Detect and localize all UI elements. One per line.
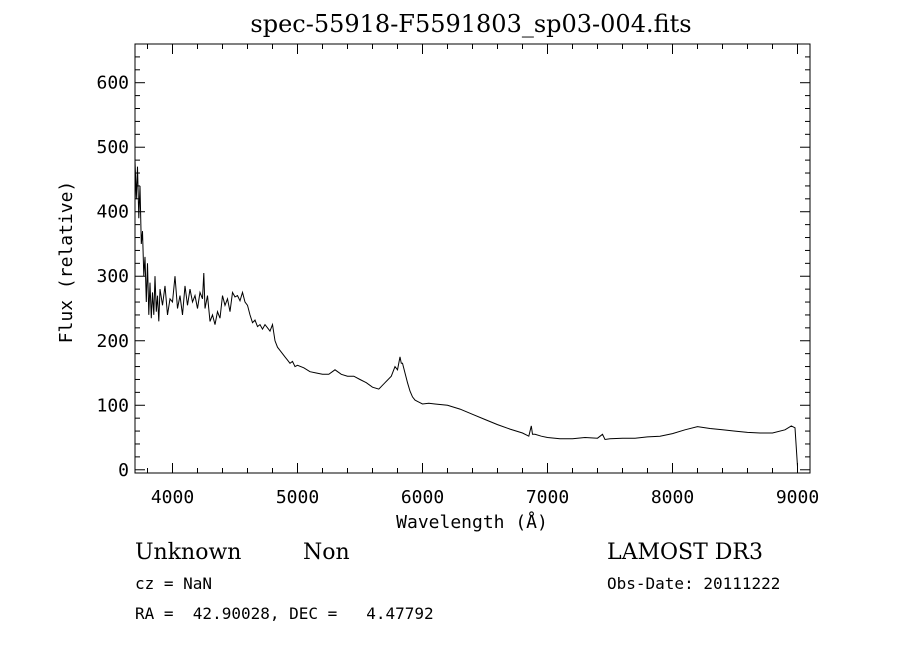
x-tick-label: 5000 (276, 487, 319, 508)
survey-name: LAMOST DR3 (607, 540, 763, 565)
obs-date: Obs-Date: 20111222 (607, 574, 780, 593)
x-tick-label: 9000 (776, 487, 819, 508)
y-tick-label: 500 (96, 137, 129, 158)
plot-frame (134, 43, 811, 474)
x-tick-label: 6000 (401, 487, 444, 508)
y-tick-label: 300 (96, 266, 129, 287)
y-tick-labels: 0 100 200 300 400 500 600 (96, 73, 129, 481)
spectrum-line (134, 160, 798, 467)
y-tick-label: 600 (96, 73, 129, 94)
redshift-text: cz = NaN (135, 574, 212, 593)
chart-title: spec-55918-F5591803_sp03-004.fits (250, 10, 691, 38)
x-tick-label: 8000 (651, 487, 694, 508)
x-axis-label: Wavelength (Å) (396, 511, 548, 533)
coordinates-text: RA = 42.90028, DEC = 4.47792 (135, 604, 434, 623)
y-tick-label: 400 (96, 202, 129, 223)
x-tick-label: 4000 (151, 487, 194, 508)
x-tick-label: 7000 (526, 487, 569, 508)
axis-ticks (135, 43, 810, 473)
y-tick-label: 0 (118, 460, 129, 481)
object-class: Unknown (135, 540, 241, 565)
y-tick-label: 200 (96, 331, 129, 352)
y-tick-label: 100 (96, 395, 129, 416)
object-subclass: Non (303, 540, 350, 565)
x-tick-labels: 4000 5000 6000 7000 8000 9000 (151, 487, 819, 508)
y-axis-label: Flux (relative) (56, 181, 77, 344)
